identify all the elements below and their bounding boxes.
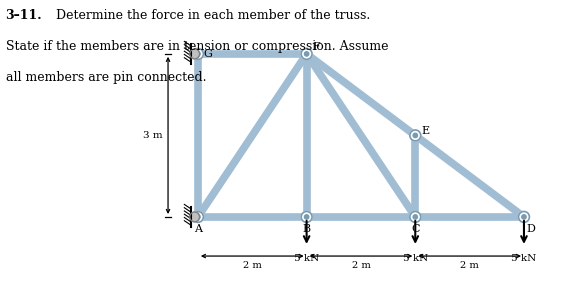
Circle shape <box>190 49 200 59</box>
Circle shape <box>413 133 418 138</box>
Text: E: E <box>421 126 429 136</box>
Text: 5 kN: 5 kN <box>402 254 428 263</box>
Circle shape <box>413 215 418 219</box>
Circle shape <box>305 52 309 56</box>
Circle shape <box>301 211 312 222</box>
Text: 3–11.: 3–11. <box>6 9 42 22</box>
Text: 2 m: 2 m <box>460 261 479 271</box>
Text: State if the members are in tension or compression. Assume: State if the members are in tension or c… <box>6 40 388 53</box>
Text: 5 kN: 5 kN <box>511 254 537 263</box>
Text: 5 kN: 5 kN <box>294 254 319 263</box>
Circle shape <box>196 215 200 219</box>
Text: C: C <box>411 224 420 234</box>
Text: F: F <box>312 42 320 52</box>
Text: B: B <box>302 224 311 234</box>
Circle shape <box>193 48 203 59</box>
Circle shape <box>519 211 529 222</box>
Text: 2 m: 2 m <box>243 261 262 271</box>
Circle shape <box>190 212 200 222</box>
Circle shape <box>410 211 421 222</box>
Text: 2 m: 2 m <box>352 261 370 271</box>
Circle shape <box>522 215 526 219</box>
Text: all members are pin connected.: all members are pin connected. <box>6 71 206 84</box>
Circle shape <box>196 52 200 56</box>
Text: G: G <box>203 49 212 59</box>
Text: Determine the force in each member of the truss.: Determine the force in each member of th… <box>48 9 370 22</box>
Circle shape <box>305 215 309 219</box>
Text: D: D <box>526 224 535 234</box>
Text: A: A <box>194 224 202 234</box>
Text: 3 m: 3 m <box>143 131 162 140</box>
Circle shape <box>193 211 203 222</box>
Circle shape <box>410 130 421 141</box>
Circle shape <box>301 48 312 59</box>
